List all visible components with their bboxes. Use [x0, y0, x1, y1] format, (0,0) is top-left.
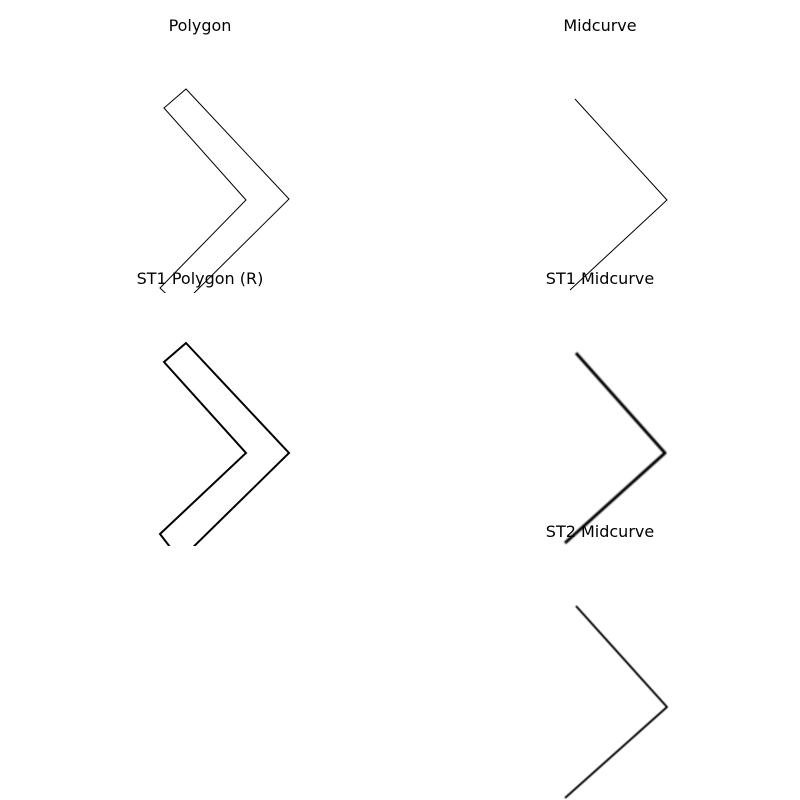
- st2-midcurve-panel: [564, 605, 668, 799]
- st1-polygon-panel: [158, 341, 291, 546]
- midcurve-panel: [569, 98, 668, 291]
- panel-title-polygon: Polygon: [168, 16, 232, 35]
- panel-title-st2-midcurve: ST2 Midcurve: [545, 522, 655, 541]
- st1-midcurve-panel: [563, 352, 667, 545]
- panel-title-st1-midcurve: ST1 Midcurve: [545, 269, 655, 288]
- panel-title-st1-polygon: ST1 Polygon (R): [136, 269, 264, 288]
- midcurve-line: [569, 98, 668, 291]
- polygon-shape: [159, 88, 290, 293]
- panel-title-midcurve: Midcurve: [563, 16, 637, 35]
- st1-midcurve-line: [563, 352, 667, 545]
- polygon-panel: [159, 88, 290, 293]
- st1-polygon-shape: [158, 341, 291, 546]
- st2-midcurve-line: [564, 605, 668, 799]
